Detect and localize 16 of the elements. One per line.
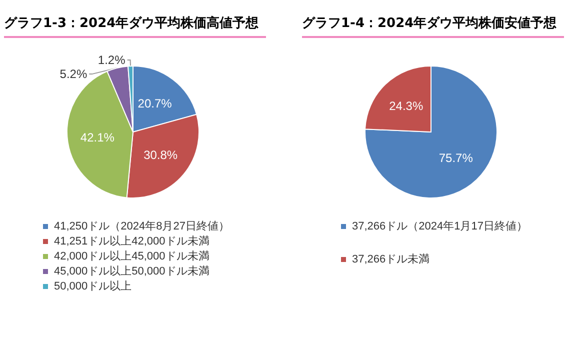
data-label: 20.7% (138, 96, 172, 110)
data-label: 75.7% (438, 151, 474, 166)
data-label: 5.2% (60, 67, 88, 82)
legend-label: 45,000ドル以上50,000ドル未満 (54, 264, 210, 278)
chart-title: グラフ1-4：2024年ダウ平均株価安値予想 (302, 14, 557, 32)
chart-title: グラフ1-3：2024年ダウ平均株価高値予想 (4, 14, 259, 32)
data-label: 42.1% (80, 130, 115, 145)
legend-label: 50,000ドル以上 (54, 280, 132, 292)
legend-label: 41,251ドル以上42,000ドル未満 (54, 234, 210, 248)
legend-label: 37,266ドル未満 (352, 252, 430, 266)
data-label: 1.2% (98, 53, 126, 68)
legend-label: 42,000ドル以上45,000ドル未満 (54, 250, 210, 262)
data-label: 24.3% (389, 98, 424, 113)
legend-label: 37,266ドル（2024年1月17日終値） (352, 220, 528, 232)
data-label: 30.8% (144, 148, 178, 162)
legend-label: 41,250ドル（2024年8月27日終値） (54, 220, 230, 232)
